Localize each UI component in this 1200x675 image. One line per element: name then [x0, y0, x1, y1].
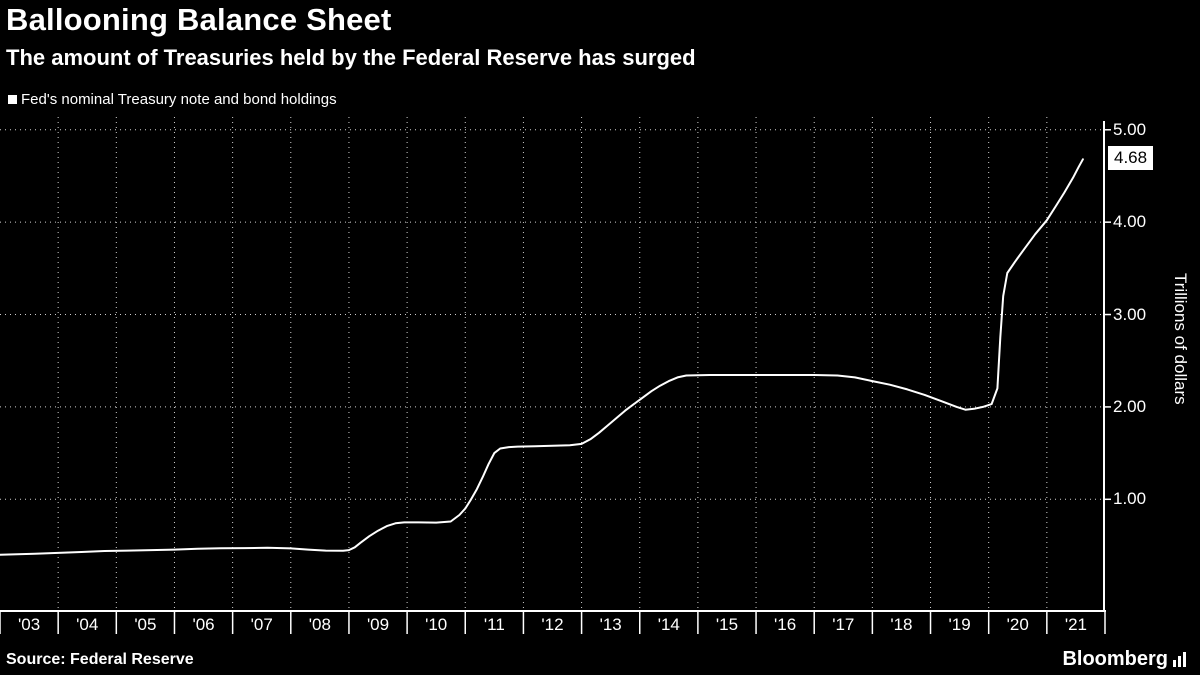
- x-tick-label: '20: [1006, 615, 1029, 634]
- chart-subtitle: The amount of Treasuries held by the Fed…: [6, 45, 696, 70]
- x-tick-label: '07: [250, 615, 273, 634]
- x-tick-label: '13: [599, 615, 622, 634]
- y-tick-label: 4.00: [1113, 212, 1147, 232]
- x-tick-label: '12: [541, 615, 564, 634]
- chart-title: Ballooning Balance Sheet: [6, 2, 392, 37]
- legend-label: Fed's nominal Treasury note and bond hol…: [21, 91, 337, 108]
- x-tick-label: '18: [890, 615, 913, 634]
- y-tick-label: 1.00: [1113, 489, 1147, 509]
- x-tick-label: '03: [18, 615, 41, 634]
- source-text: Source: Federal Reserve: [6, 651, 194, 668]
- x-tick-label: '15: [715, 615, 739, 634]
- x-tick-label: '16: [774, 615, 797, 634]
- bloomberg-chart-icon: [1173, 652, 1186, 667]
- series-line: [0, 158, 1084, 556]
- legend: Fed's nominal Treasury note and bond hol…: [8, 91, 337, 108]
- x-tick-label: '05: [134, 615, 157, 634]
- x-tick-label: '09: [366, 615, 390, 634]
- x-tick-label: '14: [657, 615, 680, 634]
- y-tick-label: 3.00: [1113, 304, 1147, 324]
- legend-marker-icon: [8, 95, 17, 104]
- x-tick-label: '04: [76, 615, 99, 634]
- x-tick-label: '21: [1064, 615, 1087, 634]
- line-chart: [0, 117, 1111, 634]
- y-tick-label: 5.00: [1113, 119, 1147, 139]
- x-tick-label: '08: [308, 615, 331, 634]
- bloomberg-logo: Bloomberg: [1062, 648, 1188, 671]
- y-axis-title: Trillions of dollars: [1171, 273, 1190, 405]
- x-tick-label: '06: [192, 615, 215, 634]
- last-value-label: 4.68: [1108, 146, 1154, 171]
- bloomberg-wordmark: Bloomberg: [1062, 648, 1168, 670]
- x-tick-label: '11: [483, 615, 505, 634]
- x-tick-label: '19: [948, 615, 971, 634]
- y-tick-label: 2.00: [1113, 396, 1147, 416]
- plot-area: 4.68 Trillions of dollars '03 '04 '05 '06 '0…: [0, 115, 1200, 650]
- x-tick-label: '10: [425, 615, 448, 634]
- x-tick-label: '17: [832, 615, 855, 634]
